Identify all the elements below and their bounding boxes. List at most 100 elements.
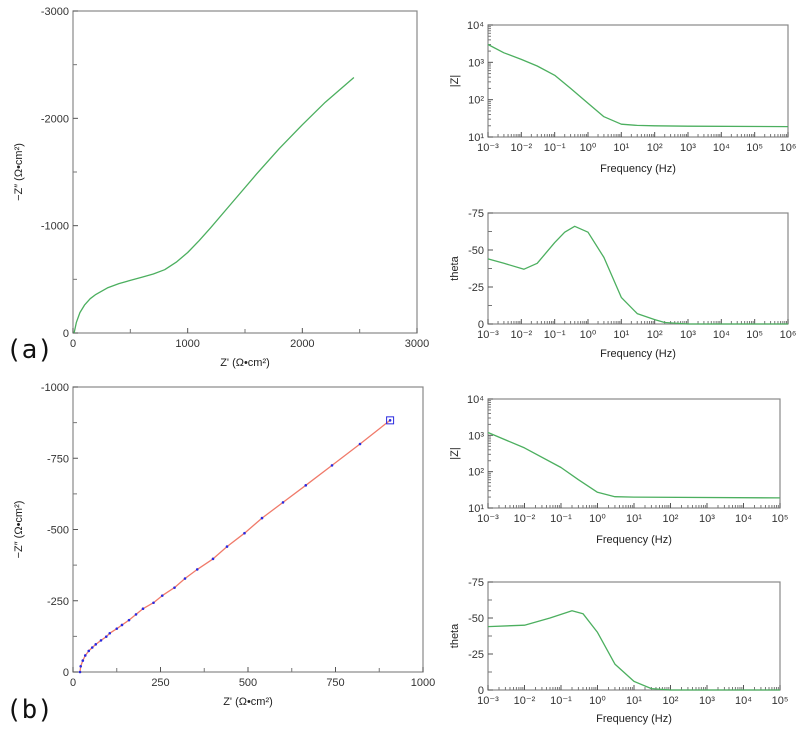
x-tick-label: 10⁵ (746, 142, 763, 154)
x-tick-label: 10⁰ (589, 695, 606, 707)
chart-a-bode-phase: 10⁻³ 10⁻² 10⁻¹ 10⁰ 10¹ 10² 10³ 10⁴ 10⁵ 10⁶ 0 -25 -50… (449, 208, 796, 360)
x-tick-label: 10⁻³ (477, 695, 499, 707)
x-tick-label: 0 (70, 338, 76, 350)
x-tick-label: 10⁰ (580, 329, 597, 341)
data-point (79, 665, 82, 668)
data-point (99, 639, 103, 642)
chart-b-nyquist: 0 250 500 750 1000 0 -250 -500 -750 -1000 Z' (Ω•cm… (13, 382, 435, 708)
y-tick-label: -2000 (41, 113, 69, 125)
x-axis-label: Frequency (Hz) (596, 713, 672, 725)
data-point (304, 484, 308, 487)
x-tick-label: 10⁰ (589, 513, 606, 525)
y-tick-label: -750 (47, 453, 69, 465)
x-tick-label: 10⁴ (735, 513, 752, 525)
x-tick-label: 1000 (175, 338, 199, 350)
data-point (260, 516, 264, 520)
y-tick-label: -25 (468, 649, 484, 661)
x-tick-label: 3000 (405, 338, 429, 350)
data-point (81, 659, 85, 662)
y-axis-label: |Z| (449, 75, 461, 87)
plot-frame (487, 398, 781, 509)
y-tick-label: 0 (63, 328, 69, 340)
x-tick-label: 10⁻³ (477, 513, 499, 525)
data-point (104, 635, 108, 638)
x-tick-label: 10⁻² (514, 513, 536, 525)
data-point (78, 670, 82, 674)
y-axis-label: theta (449, 623, 461, 648)
x-tick-label: 10¹ (626, 513, 642, 525)
y-tick-label: 10³ (468, 57, 484, 69)
x-tick-label: 10⁰ (580, 142, 597, 154)
x-tick-label: 250 (151, 677, 169, 689)
y-tick-label: 0 (478, 319, 484, 331)
y-axis-label: −Z″ (Ω•cm²) (13, 501, 25, 559)
y-tick-label: -50 (468, 245, 484, 257)
x-tick-label: 10⁻¹ (550, 513, 572, 525)
y-axis-label: |Z| (449, 447, 461, 459)
x-tick-label: 10² (663, 513, 679, 525)
x-tick-label: 10⁻¹ (544, 142, 566, 154)
x-tick-label: 10⁵ (772, 695, 789, 707)
y-tick-label: -1000 (41, 382, 69, 394)
end-point-marker (386, 416, 395, 425)
data-point (281, 501, 285, 504)
x-tick-label: 10² (647, 329, 663, 341)
x-tick-label: 10⁵ (772, 513, 789, 525)
data-point (160, 594, 164, 597)
data-point (243, 531, 246, 535)
y-tick-label: 0 (63, 667, 69, 679)
x-tick-label: 10⁴ (713, 329, 730, 341)
series-line (487, 225, 788, 325)
data-point (183, 577, 187, 580)
y-tick-label: 0 (478, 685, 484, 697)
x-axis-label: Frequency (Hz) (600, 348, 676, 360)
x-tick-label: 0 (70, 677, 76, 689)
x-tick-label: 10¹ (613, 329, 629, 341)
y-tick-label: -1000 (41, 221, 69, 233)
data-point (90, 646, 94, 649)
data-point (388, 419, 392, 422)
plot-frame (487, 581, 781, 691)
plot-frame (487, 212, 789, 325)
chart-b-bode-phase: 10⁻³ 10⁻² 10⁻¹ 10⁰ 10¹ 10² 10³ 10⁴ 10⁵ 0 -25 -50 -75… (449, 577, 788, 725)
x-tick-label: 10⁶ (780, 329, 797, 341)
x-tick-label: 10³ (680, 329, 696, 341)
data-point (87, 649, 91, 653)
y-tick-label: 10² (468, 95, 484, 107)
y-tick-label: 10⁴ (467, 394, 484, 406)
x-tick-label: 750 (326, 677, 344, 689)
chart-a-nyquist: 0 1000 2000 3000 0 -1000 -2000 -3000 Z' (Ω•cm²) −… (13, 6, 429, 369)
chart-a-bode-mod: 10⁻³ 10⁻² 10⁻¹ 10⁰ 10¹ 10² 10³ 10⁴ 10⁵ 10⁶ 10¹ 10² 1… (449, 20, 796, 175)
y-tick-label: -250 (47, 596, 69, 608)
x-tick-label: 10⁻² (510, 329, 532, 341)
data-point (134, 613, 138, 616)
x-tick-label: 10⁻² (514, 695, 536, 707)
x-tick-label: 10⁻¹ (544, 329, 566, 341)
x-tick-label: 10³ (699, 695, 715, 707)
y-tick-label: -50 (468, 613, 484, 625)
series-line (487, 431, 781, 499)
y-tick-label: -75 (468, 577, 484, 589)
x-tick-label: 10⁴ (735, 695, 752, 707)
x-tick-label: 500 (239, 677, 257, 689)
data-point (173, 586, 176, 589)
panel-label-a: (a) (6, 335, 53, 365)
x-tick-label: 10⁶ (780, 142, 797, 154)
data-point (152, 601, 155, 605)
series-line (73, 77, 355, 334)
series-line (79, 419, 391, 673)
x-tick-label: 10⁻³ (477, 142, 499, 154)
x-tick-label: 10² (663, 695, 679, 707)
y-tick-label: 10⁴ (467, 20, 484, 32)
plot-frame (487, 24, 789, 138)
panel-label-b: (b) (6, 695, 53, 725)
data-point (83, 654, 87, 657)
x-axis-label: Frequency (Hz) (600, 163, 676, 175)
y-tick-label: 10² (468, 467, 484, 479)
data-point (115, 627, 119, 630)
x-tick-label: 10¹ (613, 142, 629, 154)
x-tick-label: 10¹ (626, 695, 642, 707)
data-point (108, 631, 112, 635)
data-point (211, 557, 215, 561)
